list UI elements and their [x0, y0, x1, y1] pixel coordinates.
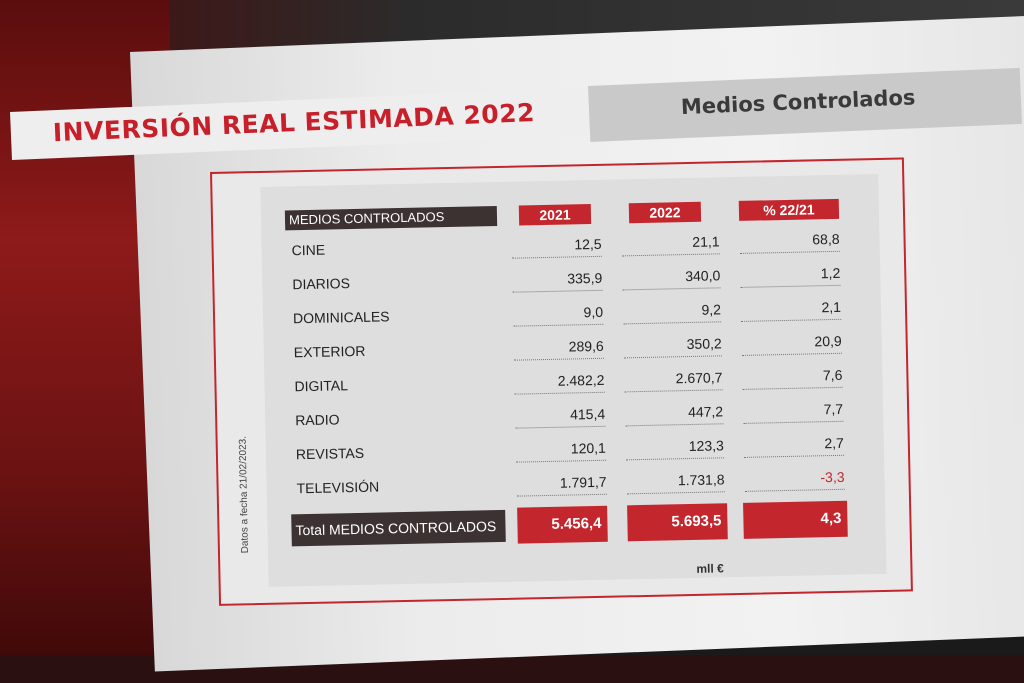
table-panel: MEDIOS CONTROLADOS 2021 2022 % 22/21 CIN… — [260, 174, 887, 587]
value-pct: 7,6 — [742, 366, 843, 390]
value-2021: 12,5 — [511, 235, 602, 259]
value-2021: 289,6 — [513, 337, 604, 361]
total-pct: 4,3 — [743, 500, 848, 539]
row-label: DIGITAL — [294, 377, 349, 395]
value-2021: 2.482,2 — [514, 371, 605, 395]
value-pct: 2,1 — [740, 298, 842, 322]
value-2022: 447,2 — [624, 403, 724, 427]
value-pct: 2,7 — [743, 434, 845, 458]
value-2022: 9,2 — [622, 301, 722, 325]
header-2021: 2021 — [518, 204, 592, 226]
value-2022: 2.670,7 — [624, 369, 723, 393]
value-2021: 9,0 — [512, 303, 604, 327]
unit-label: mll € — [696, 561, 724, 576]
value-2021: 120,1 — [515, 439, 607, 463]
value-2021: 415,4 — [515, 405, 606, 429]
row-label: RADIO — [295, 411, 340, 429]
value-2022: 21,1 — [621, 233, 720, 257]
value-pct: 7,7 — [742, 400, 844, 424]
value-2022: 350,2 — [623, 335, 722, 359]
value-2021: 1.791,7 — [516, 473, 607, 497]
header-pct: % 22/21 — [738, 198, 840, 221]
value-2022: 340,0 — [622, 267, 721, 291]
value-2021: 335,9 — [512, 269, 603, 293]
row-label: DIARIOS — [292, 275, 351, 293]
total-label: Total MEDIOS CONTROLADOS — [291, 509, 506, 547]
row-label: EXTERIOR — [293, 342, 366, 361]
value-2022: 123,3 — [625, 437, 725, 461]
value-pct: -3,3 — [744, 468, 845, 492]
total-2021: 5.456,4 — [517, 505, 608, 544]
row-label: CINE — [291, 241, 326, 259]
header-label: MEDIOS CONTROLADOS — [284, 206, 498, 231]
row-label: TELEVISIÓN — [296, 478, 380, 497]
total-2022: 5.693,5 — [627, 503, 728, 542]
page-subtitle: Medios Controlados — [680, 85, 916, 120]
value-pct: 68,8 — [739, 230, 840, 254]
row-label: REVISTAS — [295, 444, 365, 463]
value-pct: 1,2 — [740, 264, 841, 288]
date-note: Datos a fecha 21/02/2023. — [237, 435, 251, 554]
row-label: DOMINICALES — [292, 308, 390, 327]
total-row: Total MEDIOS CONTROLADOS 5.456,4 5.693,5… — [267, 500, 886, 553]
value-2022: 1.731,8 — [626, 471, 725, 495]
value-pct: 20,9 — [741, 332, 842, 356]
table-frame: Datos a fecha 21/02/2023. MEDIOS CONTROL… — [210, 157, 913, 606]
header-2022: 2022 — [628, 201, 702, 224]
investment-table: MEDIOS CONTROLADOS 2021 2022 % 22/21 CIN… — [260, 174, 878, 576]
